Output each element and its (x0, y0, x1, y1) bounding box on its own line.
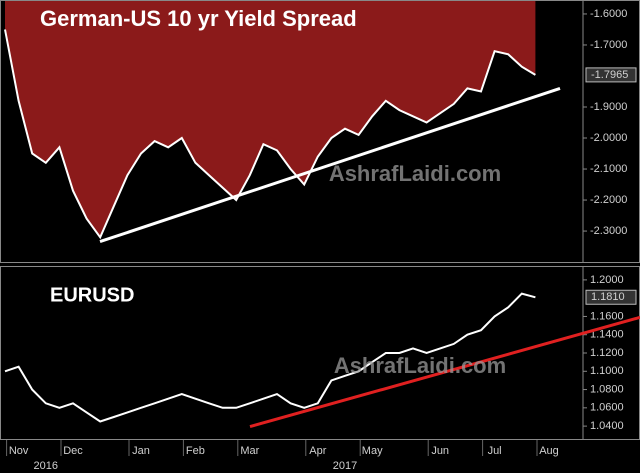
x-tick-label: Jan (132, 445, 150, 457)
x-tick-label: Nov (9, 445, 29, 457)
x-tick-label: Apr (309, 445, 326, 457)
x-tick-label: Aug (539, 445, 559, 457)
series-line (4, 29, 536, 240)
x-tick-label: Mar (240, 445, 259, 457)
watermark: AshrafLaidi.com (334, 353, 506, 378)
year-label: 2017 (333, 460, 357, 472)
y-tick-label: -1.6000 (590, 8, 627, 20)
y-tick-label: 1.1600 (590, 310, 624, 322)
y-tick-label: 1.0600 (590, 402, 624, 414)
year-label: 2016 (34, 460, 58, 472)
y-tick-label: -2.3000 (590, 225, 627, 237)
y-tick-label: -2.0000 (590, 132, 627, 144)
panel (0, 266, 640, 440)
y-tick-label: 1.0400 (590, 420, 624, 432)
x-tick-label: May (362, 445, 383, 457)
trend-line (249, 315, 640, 429)
y-tick-label: -2.2000 (590, 194, 627, 206)
x-tick-label: Jun (431, 445, 449, 457)
trend-line (99, 86, 561, 244)
y-tick-label: 1.1200 (590, 347, 624, 359)
y-tick-label: -2.1000 (590, 163, 627, 175)
current-label: -1.7965 (591, 69, 628, 81)
area-fill (5, 1, 536, 238)
current-label: 1.1810 (591, 291, 625, 303)
series-line (4, 292, 536, 423)
y-tick-label: -1.9000 (590, 101, 627, 113)
current-box (585, 67, 637, 83)
y-tick-label: 1.2000 (590, 274, 624, 286)
x-tick-label: Feb (186, 445, 205, 457)
x-tick-label: Jul (488, 445, 502, 457)
y-tick-label: 1.0800 (590, 383, 624, 395)
x-tick-label: Dec (63, 445, 83, 457)
y-tick-label: 1.1400 (590, 329, 624, 341)
y-tick-label: 1.1000 (590, 365, 624, 377)
chart-title: EURUSD (50, 284, 134, 306)
current-box (585, 289, 637, 305)
y-tick-label: -1.7000 (590, 39, 627, 51)
watermark: AshrafLaidi.com (329, 161, 501, 186)
chart-title: German-US 10 yr Yield Spread (40, 6, 357, 31)
